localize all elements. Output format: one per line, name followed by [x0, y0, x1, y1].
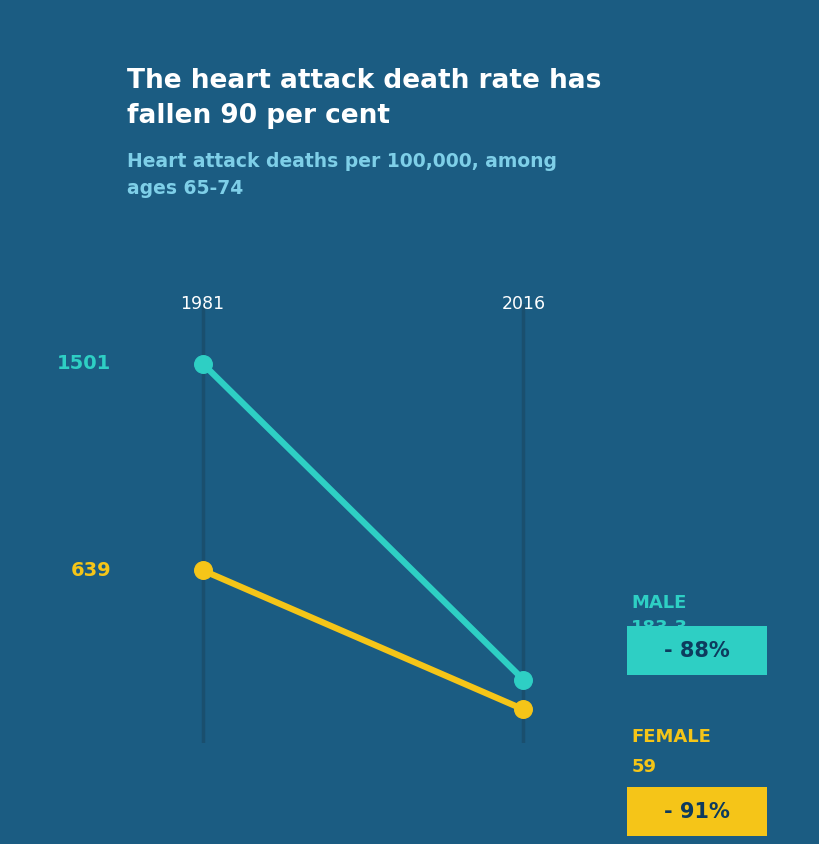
Text: Heart attack deaths per 100,000, among: Heart attack deaths per 100,000, among — [127, 152, 556, 171]
Text: FEMALE: FEMALE — [631, 728, 710, 746]
Text: - 88%: - 88% — [663, 641, 729, 661]
Text: The heart attack death rate has: The heart attack death rate has — [127, 68, 601, 94]
Text: - 91%: - 91% — [663, 802, 729, 821]
Point — [516, 673, 529, 686]
Text: 1981: 1981 — [180, 295, 224, 313]
Point — [516, 703, 529, 717]
Text: MALE: MALE — [631, 594, 686, 612]
Point — [196, 357, 209, 371]
Text: 639: 639 — [70, 560, 111, 580]
Text: 2016: 2016 — [500, 295, 545, 313]
Point — [196, 564, 209, 577]
Text: ages 65-74: ages 65-74 — [127, 179, 243, 198]
Text: 183.3: 183.3 — [631, 619, 688, 637]
Text: 1501: 1501 — [57, 354, 111, 373]
FancyBboxPatch shape — [613, 623, 780, 679]
Text: fallen 90 per cent: fallen 90 per cent — [127, 103, 390, 129]
Text: 59: 59 — [631, 759, 655, 776]
FancyBboxPatch shape — [613, 783, 780, 840]
